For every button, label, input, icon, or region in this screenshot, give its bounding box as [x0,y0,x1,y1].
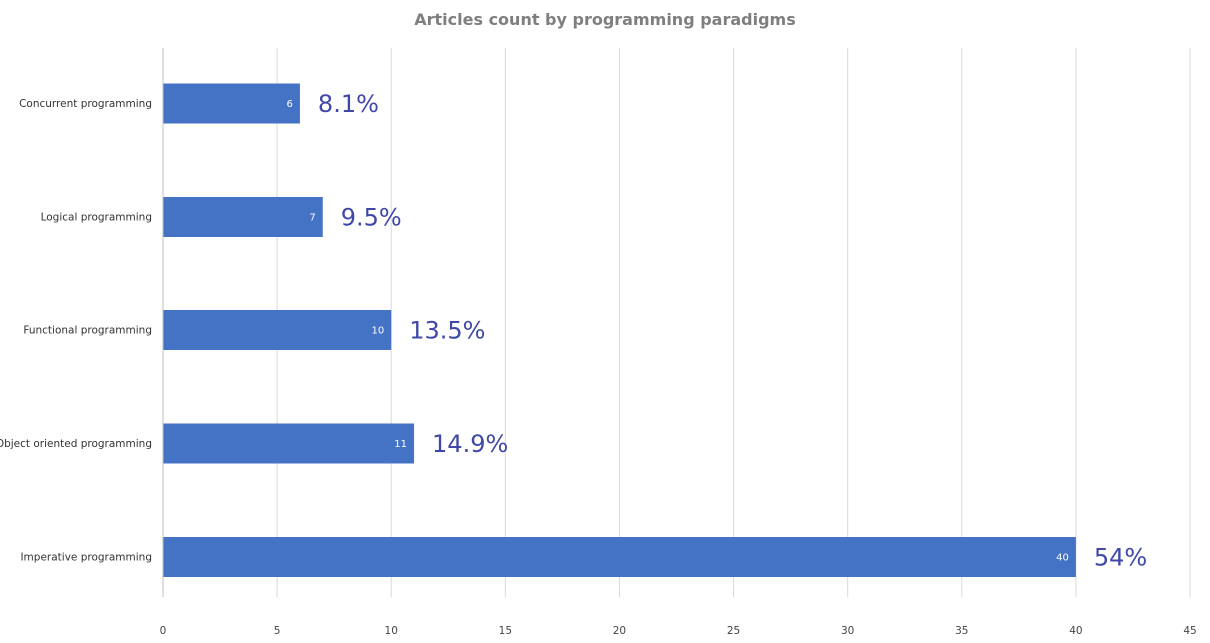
bar [163,423,415,464]
x-tick-label: 5 [274,625,281,637]
x-tick-label: 15 [499,625,512,637]
bars: 6 8.1% 7 9.5% 10 13.5% 11 14.9% 40 54% [163,83,1147,577]
percent-label: 8.1% [318,90,379,118]
data-label: 7 [309,213,315,224]
x-tick-label: 20 [613,625,626,637]
x-tick-label: 10 [385,625,398,637]
x-tick-label: 30 [841,625,854,637]
bar [163,537,1076,577]
percent-label: 9.5% [341,204,402,232]
bar [163,310,392,350]
x-tick-label: 25 [727,625,740,637]
category-label: Concurrent programming [19,98,152,110]
chart-title: Articles count by programming paradigms [414,10,796,29]
bar [163,197,323,237]
x-tick-label: 0 [160,625,167,637]
category-label: Object oriented programming [0,438,152,450]
category-label: Functional programming [23,325,152,337]
bar [163,83,300,124]
percent-label: 13.5% [409,317,485,345]
x-tick-label: 40 [1069,625,1082,637]
gridlines [276,48,1191,597]
category-label: Imperative programming [20,552,152,564]
category-label: Logical programming [41,212,152,224]
category-labels: Concurrent programming Logical programmin… [0,98,152,564]
data-label: 6 [287,99,293,110]
x-tick-label: 35 [955,625,968,637]
percent-label: 14.9% [432,430,508,458]
data-label: 10 [371,326,384,337]
data-label: 11 [394,439,407,450]
data-label: 40 [1056,553,1069,564]
x-tick-label: 45 [1183,625,1196,637]
x-axis-ticks: 0 5 10 15 20 25 30 35 40 45 [160,625,1197,637]
percent-label: 54% [1094,544,1147,572]
